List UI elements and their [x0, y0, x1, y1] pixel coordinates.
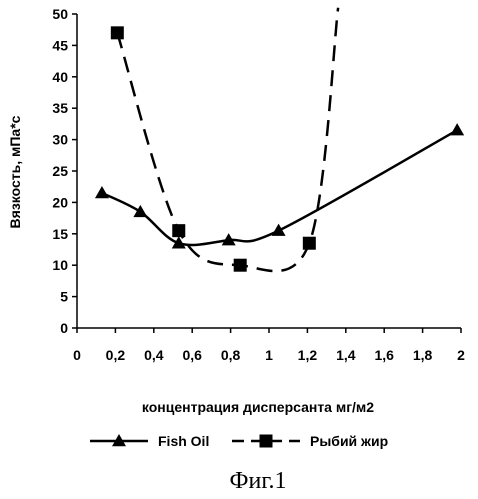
- data-point: [234, 259, 247, 272]
- x-axis-title: концентрация дисперсанта мг/м2: [142, 399, 374, 415]
- series-1: [111, 8, 338, 272]
- legend: Fish Oil Рыбий жир: [90, 433, 388, 449]
- figure-caption: Фиг.1: [230, 468, 287, 494]
- x-tick-label: 0: [73, 347, 81, 363]
- data-point: [272, 224, 286, 236]
- y-tick-label: 25: [52, 163, 68, 179]
- series-0: [95, 123, 464, 248]
- x-axis-ticks: 0 0,2 0,4 0,6 0,8 1 1,2 1,4 1,6 1,8 2: [73, 328, 465, 363]
- x-tick-label: 1,2: [298, 347, 318, 363]
- data-point: [133, 205, 147, 217]
- y-tick-label: 40: [52, 69, 68, 85]
- y-axis-ticks: 0 5 10 15 20 25 30 35 40 45 50: [52, 6, 77, 336]
- series-line: [117, 8, 338, 271]
- x-tick-label: 0,2: [106, 347, 126, 363]
- y-tick-label: 20: [52, 194, 68, 210]
- y-axis-title: Вязкость, мПа*с: [7, 115, 23, 228]
- data-point: [95, 186, 109, 198]
- y-tick-label: 15: [52, 226, 68, 242]
- y-tick-label: 30: [52, 132, 68, 148]
- legend-marker: [260, 435, 273, 448]
- y-tick-label: 50: [52, 6, 68, 22]
- data-point: [303, 237, 316, 250]
- x-tick-label: 1,6: [374, 347, 394, 363]
- data-point: [172, 224, 185, 237]
- x-tick-label: 2: [457, 347, 465, 363]
- data-point: [111, 26, 124, 39]
- x-tick-label: 0,6: [182, 347, 202, 363]
- x-tick-label: 0,4: [144, 347, 164, 363]
- y-tick-label: 45: [52, 37, 68, 53]
- x-tick-label: 1,8: [413, 347, 433, 363]
- x-tick-label: 1: [265, 347, 273, 363]
- x-tick-label: 1,4: [336, 347, 356, 363]
- x-tick-label: 0,8: [221, 347, 241, 363]
- y-tick-label: 0: [60, 320, 68, 336]
- legend-label: Рыбий жир: [310, 433, 388, 449]
- legend-label: Fish Oil: [158, 433, 209, 449]
- data-point: [450, 123, 464, 135]
- y-tick-label: 35: [52, 100, 68, 116]
- series-layer: [95, 8, 464, 272]
- y-tick-label: 10: [52, 257, 68, 273]
- y-tick-label: 5: [60, 289, 68, 305]
